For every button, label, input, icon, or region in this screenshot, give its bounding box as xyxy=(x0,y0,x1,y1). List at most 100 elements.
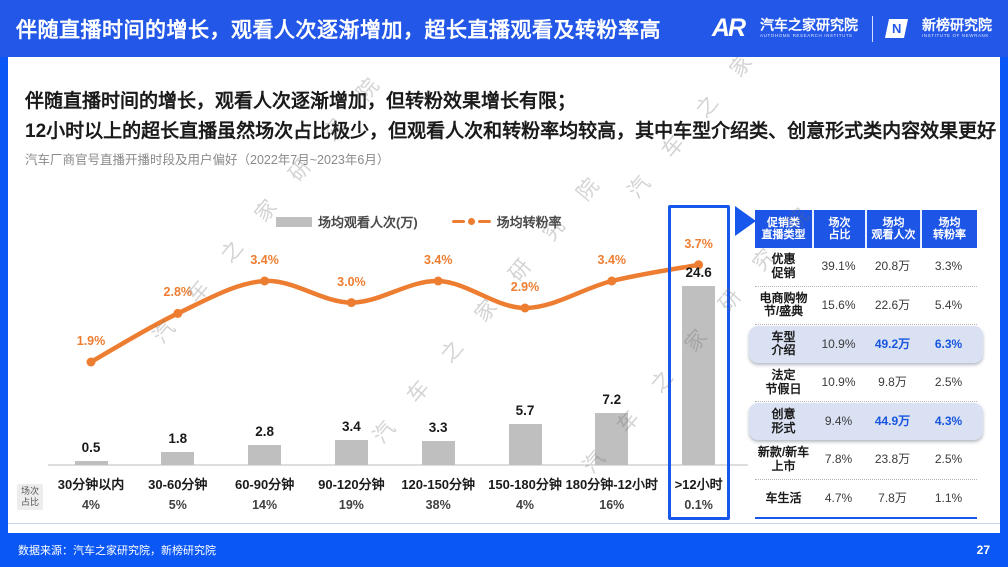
cell-share: 4.7% xyxy=(824,491,853,506)
bar-value-label: 3.4 xyxy=(342,419,361,435)
bar xyxy=(161,451,195,465)
line-percent-label: 2.9% xyxy=(510,280,540,294)
bar xyxy=(595,412,629,465)
summary-text: 伴随直播时间的增长，观看人次逐渐增加，但转粉效果增长有限； 12小时以上的超长直… xyxy=(25,87,996,147)
share-label: 0.1% xyxy=(684,498,713,512)
table-row: 新款/新车 上市 7.8% 23.8万 2.5% xyxy=(755,441,977,480)
cell-share: 10.9% xyxy=(821,336,856,351)
line-point xyxy=(260,276,270,286)
bar-legend-label: 场均观看人次(万) xyxy=(318,215,418,230)
watermark-text: 汽 车 之 家 研 究 院 xyxy=(368,164,613,448)
cell-conversion-rate: 1.1% xyxy=(934,491,963,506)
table-bottom-rule xyxy=(755,517,977,519)
arrow-right-icon xyxy=(735,206,756,236)
category-label: 150-180分钟 xyxy=(488,477,562,492)
autohome-logo-icon: AR xyxy=(711,14,746,42)
live-type-table: 促销类 直播类型 场次 占比 场均 观看人次 场均 转粉率 优惠 促销 39.1% 20.… xyxy=(749,210,983,518)
table-header-row: 促销类 直播类型 场次 占比 场均 观看人次 场均 转粉率 xyxy=(755,210,977,248)
table-header-cell: 场均 观看人次 xyxy=(865,210,920,248)
share-label: 19% xyxy=(338,498,364,512)
category-label: 120-150分钟 xyxy=(401,477,476,492)
bar xyxy=(248,444,282,465)
bar xyxy=(508,423,542,465)
title-bar: 伴随直播时间的增长，观看人次逐渐增加，超长直播观看及转粉率高 AR 汽车之家研究… xyxy=(0,0,1008,57)
category-label: 30分钟以内 xyxy=(57,477,125,492)
cell-conversion-rate: 5.4% xyxy=(934,297,963,312)
cell-avg-viewers: 23.8万 xyxy=(874,452,911,467)
cell-live-type: 车生活 xyxy=(765,491,802,506)
line-point xyxy=(173,308,183,318)
bar xyxy=(334,440,368,465)
page-title: 伴随直播时间的增长，观看人次逐渐增加，超长直播观看及转粉率高 xyxy=(16,18,661,42)
line-legend-dash xyxy=(477,219,491,224)
category-label: 180分钟-12小时 xyxy=(565,477,659,492)
cell-avg-viewers: 7.8万 xyxy=(878,491,907,506)
cell-conversion-rate: 6.3% xyxy=(934,336,963,351)
cell-share: 15.6% xyxy=(821,297,856,312)
header-logos: AR 汽车之家研究院 AUTOHOME RESEARCH INSTITUTE N… xyxy=(712,14,992,43)
line-percent-label: 3.4% xyxy=(597,253,627,267)
right-border xyxy=(1000,57,1008,533)
table-header-cell: 场均 转粉率 xyxy=(920,210,977,248)
autohome-logo-name: 汽车之家研究院 xyxy=(760,17,858,34)
category-label: 60-90分钟 xyxy=(234,477,295,492)
table-row: 创意 形式 9.4% 44.9万 4.3% xyxy=(749,402,983,441)
bar-value-label: 0.5 xyxy=(81,440,101,456)
line-point xyxy=(607,276,617,286)
table-row: 车型 介绍 10.9% 49.2万 6.3% xyxy=(749,325,983,364)
x-axis-line xyxy=(48,464,748,466)
cell-live-type: 法定 节假日 xyxy=(765,368,802,396)
share-label: 5% xyxy=(168,498,187,512)
bar-value-label: 1.8 xyxy=(168,430,188,446)
bar-value-label: 5.7 xyxy=(515,402,535,418)
legend-item-line: 场均转粉率 xyxy=(451,212,562,231)
bar-value-label: 3.3 xyxy=(428,419,448,435)
line-point xyxy=(86,357,96,367)
cell-share: 9.4% xyxy=(824,413,853,428)
line-percent-label: 3.4% xyxy=(423,253,453,267)
cell-live-type: 优惠 促销 xyxy=(771,252,796,280)
newrank-logo-letter: N xyxy=(891,21,902,36)
cell-live-type: 车型 介绍 xyxy=(771,329,796,358)
table-body: 优惠 促销 39.1% 20.8万 3.3% 电商购物 节/盛典 15.6% 22.6万 5.… xyxy=(749,248,983,518)
line-percent-label: 3.4% xyxy=(250,253,279,267)
cell-share: 7.8% xyxy=(824,452,853,467)
summary-line-1: 伴随直播时间的增长，观看人次逐渐增加，但转粉效果增长有限； xyxy=(25,91,577,112)
newrank-logo-icon: N xyxy=(884,19,909,38)
newrank-logo-subtitle: INSTITUTE OF NEWRANK xyxy=(922,32,989,38)
page-number: 27 xyxy=(976,543,990,557)
cell-avg-viewers: 44.9万 xyxy=(874,413,911,428)
data-source: 数据来源：汽车之家研究院，新榜研究院 xyxy=(18,545,216,557)
left-border xyxy=(0,57,8,533)
category-label: 90-120分钟 xyxy=(318,477,385,492)
category-label: >12小时 xyxy=(674,477,723,492)
chart-subtitle: 汽车厂商官号直播开播时段及用户偏好（2022年7月~2023年6月） xyxy=(25,153,390,167)
line-point xyxy=(433,276,443,286)
cell-conversion-rate: 4.3% xyxy=(934,413,963,428)
table-header-cell: 促销类 直播类型 xyxy=(761,216,806,242)
cell-conversion-rate: 2.5% xyxy=(934,374,963,389)
share-label: 4% xyxy=(515,498,535,512)
autohome-logo-subtitle: AUTOHOME RESEARCH INSTITUTE xyxy=(760,32,853,38)
table-header-cell: 场次 占比 xyxy=(812,210,865,248)
cell-conversion-rate: 2.5% xyxy=(934,452,963,467)
legend-item-bar: 场均观看人次(万) xyxy=(276,212,418,231)
line-point xyxy=(520,303,530,313)
cell-conversion-rate: 3.3% xyxy=(934,259,963,274)
cell-avg-viewers: 49.2万 xyxy=(874,336,911,351)
footer-bar: 数据来源：汽车之家研究院，新榜研究院 27 xyxy=(0,533,1008,567)
autohome-logo-text: 汽车之家研究院 AUTOHOME RESEARCH INSTITUTE xyxy=(760,17,858,38)
share-label: 14% xyxy=(252,498,278,512)
summary-line-2: 12小时以上的超长直播虽然场次占比极少，但观看人次和转粉率均较高，其中车型介绍类… xyxy=(25,121,997,142)
cell-live-type: 电商购物 节/盛典 xyxy=(759,290,808,319)
over-12h-highlight-box xyxy=(668,205,730,520)
line-percent-label: 3.0% xyxy=(337,274,366,289)
bar-legend-swatch xyxy=(276,216,312,227)
table-row: 电商购物 节/盛典 15.6% 22.6万 5.4% xyxy=(755,287,977,326)
cell-avg-viewers: 22.6万 xyxy=(874,297,911,312)
chart-legend: 场均观看人次(万) 场均转粉率 xyxy=(276,212,562,231)
share-row-label: 场次 占比 xyxy=(17,484,44,510)
newrank-logo-name: 新榜研究院 xyxy=(922,17,992,34)
share-label: 16% xyxy=(599,498,625,512)
